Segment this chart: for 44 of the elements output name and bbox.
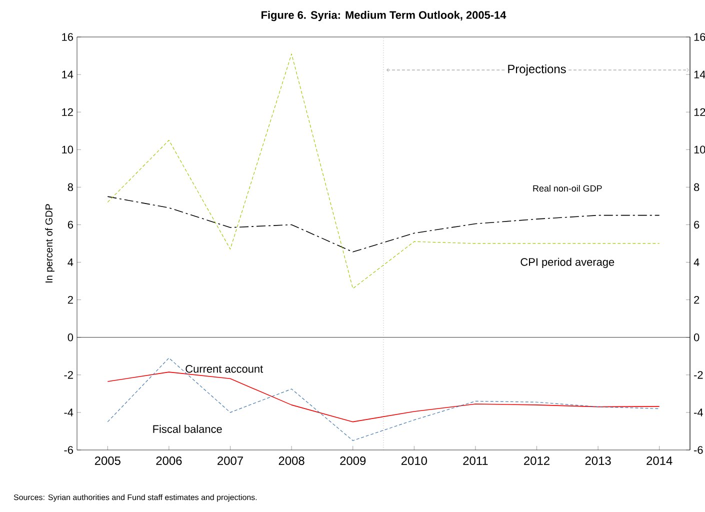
line-series [107, 358, 660, 441]
x-tick-label: 2012 [524, 456, 550, 465]
x-tick-label: 2014 [646, 456, 672, 465]
y-tick-label: 12 [62, 108, 73, 116]
y-tick-label: 8 [68, 183, 74, 192]
text: Real non-oil GDP [533, 185, 602, 192]
y-axis-title: In percent of GDP [45, 204, 54, 282]
x-tick-label: 2011 [463, 456, 488, 465]
y-tick-label: 0 [68, 333, 74, 342]
y-tick-label: -2 [64, 371, 73, 379]
line-series [107, 196, 660, 252]
y-tick-label: 14 [62, 70, 74, 78]
y2-tick-label: -6 [694, 446, 703, 454]
y2-tick-label: 8 [694, 183, 700, 192]
y2-tick-label: 10 [694, 146, 705, 154]
x-tick-label: 2008 [278, 456, 304, 465]
y2-tick-label: 12 [694, 108, 705, 116]
x-tick-label: 2007 [218, 456, 243, 465]
y-tick-label: 10 [62, 146, 74, 154]
y-tick-label: 2 [68, 296, 73, 304]
x-tick-label: 2010 [401, 456, 427, 465]
y-tick-label: 4 [68, 258, 74, 266]
series-label: CPI period average [520, 258, 614, 268]
y-tick-label: -6 [64, 446, 74, 454]
y2-tick-label: 0 [694, 333, 700, 342]
y2-tick-label: -2 [694, 371, 703, 379]
y-tick-label: 6 [68, 220, 74, 229]
y-tick-label: 16 [62, 33, 73, 41]
x-tick-label: 2009 [340, 456, 366, 465]
y2-tick-label: 14 [694, 70, 705, 78]
ref-line-label: Projections [508, 64, 566, 76]
series-label: Fiscal balance [153, 424, 222, 433]
chart-title: Figure 6. Syria: Medium Term Outlook, 2005-14 [262, 10, 506, 22]
x-tick-label: 2005 [94, 456, 120, 465]
y2-tick-label: 4 [694, 258, 700, 266]
y2-tick-label: -4 [694, 408, 703, 416]
y-tick-label: -4 [64, 408, 74, 416]
x-tick-label: 2013 [585, 456, 611, 465]
y2-tick-label: 16 [694, 33, 705, 41]
line-series [107, 372, 660, 422]
y2-tick-label: 2 [694, 296, 700, 304]
y2-tick-label: 6 [694, 220, 700, 229]
x-tick-label: 2006 [156, 456, 182, 465]
series-label: Current account [186, 365, 264, 373]
